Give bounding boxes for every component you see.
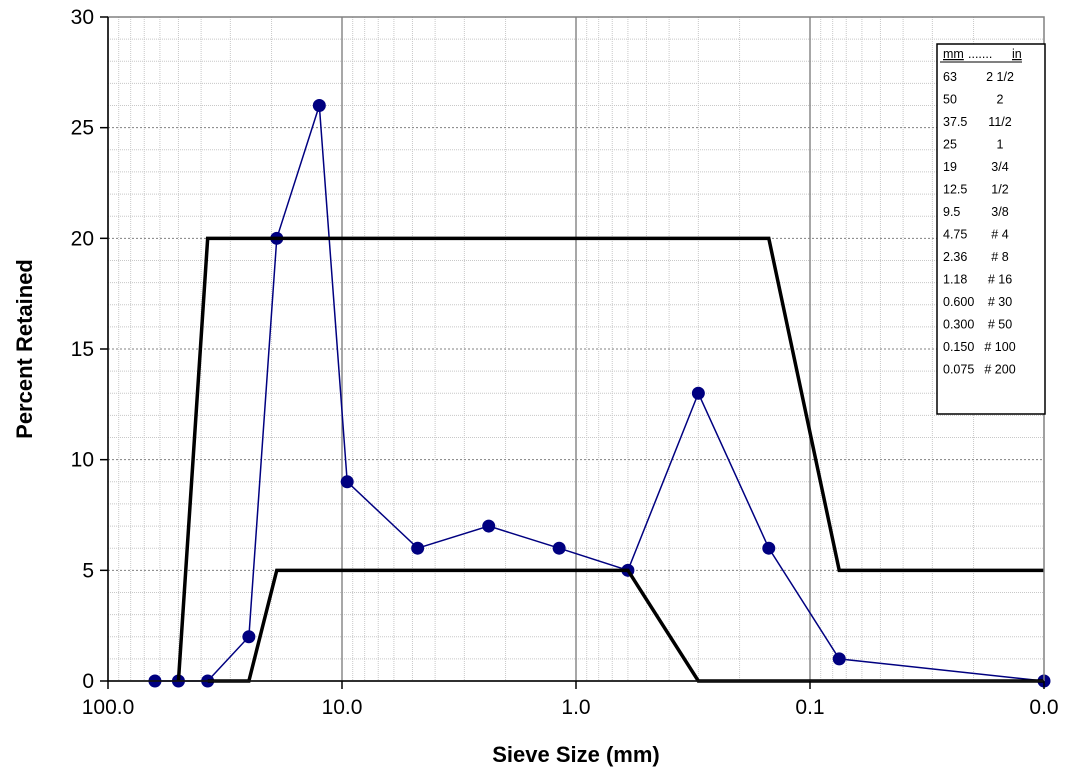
legend-row-mm: 0.075 xyxy=(943,363,974,377)
x-tick-label: 1.0 xyxy=(561,696,590,719)
legend-row-mm: 0.300 xyxy=(943,318,974,332)
legend-header-dots: ....... xyxy=(968,47,992,61)
x-tick-label: 100.0 xyxy=(82,696,135,719)
data-point xyxy=(691,386,705,400)
legend-row-mm: 0.600 xyxy=(943,295,974,309)
legend-row-in: # 50 xyxy=(988,318,1012,332)
x-axis-title: Sieve Size (mm) xyxy=(492,742,660,767)
legend-header-mm: mm xyxy=(943,47,964,61)
legend-row-in: # 16 xyxy=(988,273,1012,287)
legend-row-in: 11/2 xyxy=(988,115,1011,129)
legend-row-in: 2 xyxy=(997,93,1004,107)
y-tick-label: 5 xyxy=(82,559,94,582)
legend-row-mm: 63 xyxy=(943,70,957,84)
data-point xyxy=(340,475,354,489)
sieve-legend-table: mm ....... in 63 2 1/2 50 2 37.5 11/2 25 1 19 3/4… xyxy=(936,43,1046,415)
y-axis-title: Percent Retained xyxy=(12,259,37,439)
data-point xyxy=(762,541,776,555)
legend-row-in: 3/8 xyxy=(991,205,1008,219)
legend-rows: 63 2 1/2 50 2 37.5 11/2 25 1 19 3/4 12.5 1/2 9.5 3/8 4… xyxy=(943,70,1016,377)
legend-row-mm: 19 xyxy=(943,160,957,174)
data-point xyxy=(411,541,425,555)
y-tick-label: 30 xyxy=(71,6,94,29)
legend-row-in: # 200 xyxy=(984,363,1015,377)
gridlines xyxy=(108,17,1044,681)
legend-row-in: # 30 xyxy=(988,295,1012,309)
legend-row-mm: 0.150 xyxy=(943,340,974,354)
legend-row-mm: 25 xyxy=(943,138,957,152)
legend-row-mm: 4.75 xyxy=(943,228,967,242)
legend-row-in: 3/4 xyxy=(991,160,1008,174)
legend-row-in: # 100 xyxy=(984,340,1015,354)
y-tick-label: 0 xyxy=(82,670,94,693)
legend-row-mm: 37.5 xyxy=(943,115,967,129)
data-point xyxy=(832,652,846,666)
y-tick-label: 15 xyxy=(71,338,94,361)
legend-row-in: # 4 xyxy=(991,228,1008,242)
legend-row-in: 1 xyxy=(997,138,1004,152)
legend-row-mm: 1.18 xyxy=(943,273,967,287)
legend-row-in: 2 1/2 xyxy=(986,70,1014,84)
y-tick-label: 20 xyxy=(71,227,94,250)
tick-labels: 0 5 10 15 20 25 30 100.0 10.0 1.0 0.1 0.0 xyxy=(71,6,1059,719)
data-point xyxy=(482,519,496,533)
legend-row-mm: 2.36 xyxy=(943,250,967,264)
legend-header-in: in xyxy=(1012,47,1022,61)
legend-row-mm: 9.5 xyxy=(943,205,960,219)
data-point xyxy=(552,541,566,555)
x-tick-label: 10.0 xyxy=(322,696,363,719)
x-tick-label: 0.0 xyxy=(1029,696,1058,719)
data-point xyxy=(312,99,326,113)
x-tick-label: 0.1 xyxy=(795,696,824,719)
upper-limit-line xyxy=(176,236,1044,682)
y-tick-label: 25 xyxy=(71,117,94,140)
legend-row-in: # 8 xyxy=(991,250,1008,264)
data-point xyxy=(242,630,256,644)
legend-row-mm: 12.5 xyxy=(943,183,967,197)
legend-row-in: 1/2 xyxy=(991,183,1008,197)
y-tick-label: 10 xyxy=(71,449,94,472)
legend-row-mm: 50 xyxy=(943,93,957,107)
legend-box xyxy=(936,43,1046,415)
